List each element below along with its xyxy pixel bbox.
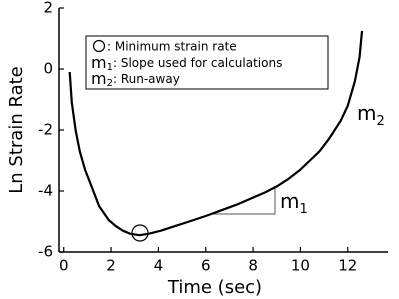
x-tick-label: 12 [338,257,357,275]
x-tick-label: 8 [248,257,258,275]
legend-entry: m1: Slope used for calculations [91,53,282,74]
legend-box [85,35,329,90]
minimum-circle [131,224,149,242]
legend-sub: 2 [107,78,113,89]
legend-m: m [91,53,107,72]
y-axis-label: Ln Strain Rate [6,66,27,193]
legend-sub: 1 [107,62,113,73]
legend-circle [92,39,106,53]
annotation-sub: 1 [299,202,307,217]
y-tick-label: 0 [43,60,53,78]
y-tick-label: -4 [38,182,53,200]
annotation-m1: m1 [280,189,308,217]
data-line [68,30,364,237]
legend-text: : Slope used for calculations [113,56,282,70]
y-tick-label: -2 [38,121,53,139]
legend-entry: m2: Run-away [91,69,180,90]
slope-triangle [210,186,276,215]
x-tick-label: 6 [201,257,211,275]
x-axis-label: Time (sec) [167,277,262,298]
y-tick-label: 2 [43,0,53,17]
legend-text: : Run-away [113,72,180,86]
annotation-m: m [357,101,376,125]
legend-text: : Minimum strain rate [107,40,237,54]
x-tick-label: 2 [106,257,116,275]
x-tick-label: 0 [59,257,69,275]
legend-m: m [91,69,107,88]
x-tick-label: 10 [291,257,310,275]
annotation-sub: 2 [376,114,384,129]
annotation-m: m [280,189,299,213]
annotation-m2: m2 [357,101,385,129]
y-tick-label: -6 [38,243,53,261]
x-tick-label: 4 [154,257,164,275]
